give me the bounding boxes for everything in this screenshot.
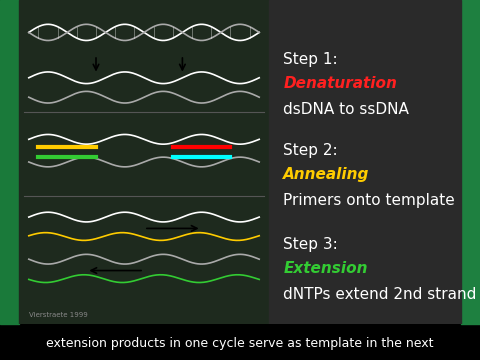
Text: Step 3:: Step 3: (283, 237, 338, 252)
Text: Step 2:: Step 2: (283, 143, 338, 158)
Text: Step 1:: Step 1: (283, 52, 338, 67)
Bar (461, 0, 480, 324)
Text: Primers onto template: Primers onto template (283, 193, 455, 208)
Text: Annealing: Annealing (283, 167, 370, 182)
Text: extension products in one cycle serve as template in the next: extension products in one cycle serve as… (46, 337, 434, 350)
Bar (0, 0, 19, 324)
Text: Vierstraete 1999: Vierstraete 1999 (29, 311, 87, 318)
Text: Denaturation: Denaturation (283, 76, 397, 91)
Bar (269, 0, 461, 324)
Text: Extension: Extension (283, 261, 368, 276)
Text: dNTPs extend 2nd strand: dNTPs extend 2nd strand (283, 287, 477, 302)
Bar (19, 0, 269, 324)
Text: dsDNA to ssDNA: dsDNA to ssDNA (283, 102, 409, 117)
